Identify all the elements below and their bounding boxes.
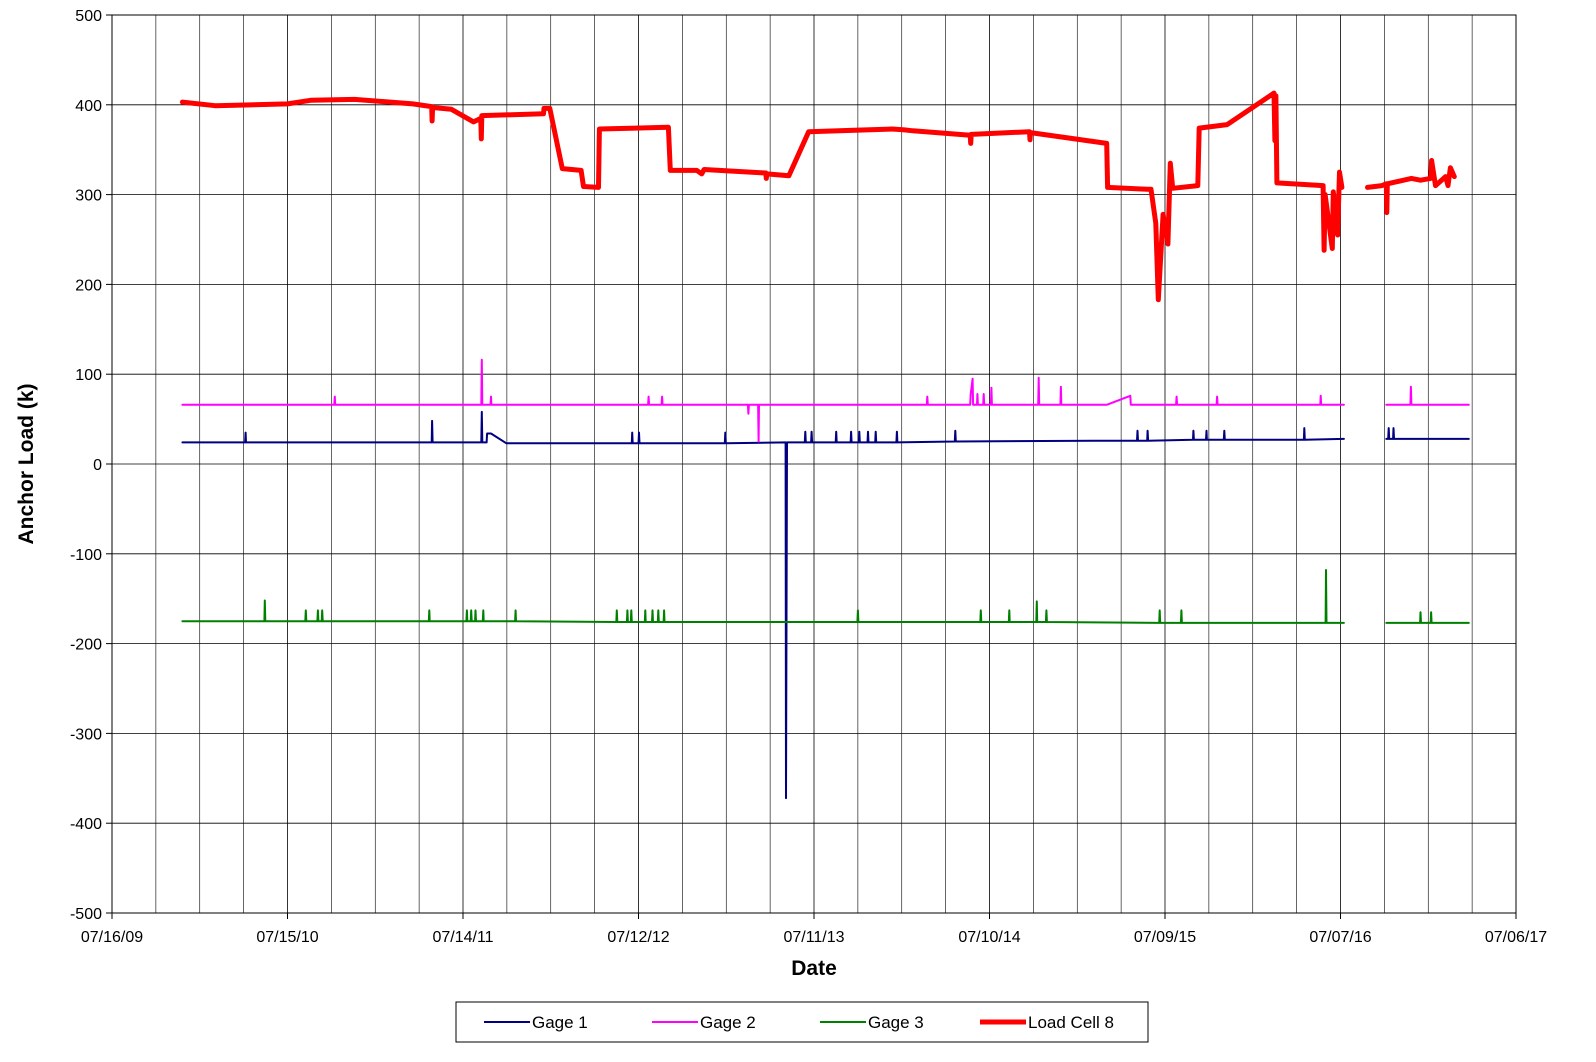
x-tick-label: 07/06/17 [1485,929,1547,946]
y-tick-label: 100 [75,367,102,384]
series-line-gage-1 [181,410,1345,800]
series-line-gage-1-segment-2 [1385,427,1470,440]
y-tick-label: 500 [75,8,102,25]
x-tick-label: 07/15/10 [256,929,318,946]
y-tick-label: 300 [75,188,102,205]
y-tick-label: -200 [70,637,102,654]
series-line-load-cell-8 [179,90,1345,303]
y-tick-label: -100 [70,547,102,564]
series-line-gage-2 [181,358,1345,443]
legend-label-gage-2: Gage 2 [700,1013,756,1032]
x-tick-label: 07/09/15 [1134,929,1196,946]
y-tick-label: 400 [75,98,102,115]
series-line-gage-2-segment-2 [1385,385,1470,406]
x-tick-label: 07/12/12 [607,929,669,946]
gridlines [112,15,1516,913]
y-tick-label: -300 [70,726,102,743]
y-tick-label: -500 [70,906,102,923]
x-tick-label: 07/14/11 [432,929,493,946]
legend-box [455,1001,1149,1043]
legend: Gage 1 Gage 2 Gage 3 Load Cell 8 [455,1001,1149,1043]
x-axis-title: Date [791,957,837,980]
series-layer [179,90,1470,800]
x-tick-label: 07/16/09 [81,929,143,946]
legend-label-load-cell-8: Load Cell 8 [1028,1013,1114,1032]
series-line-gage-3 [181,569,1345,624]
y-axis-title: Anchor Load (k) [15,384,38,545]
y-tick-label: 0 [93,457,102,474]
y-tick-label: 200 [75,277,102,294]
series-line-load-cell-8-segment-2 [1365,158,1457,216]
x-tick-label: 07/11/13 [783,929,844,946]
y-tick-label: -400 [70,816,102,833]
axis-ticks: 07/16/09 07/15/10 07/14/11 07/12/12 07/11/13… [70,8,1547,946]
x-tick-label: 07/07/16 [1309,929,1371,946]
legend-label-gage-3: Gage 3 [868,1013,924,1032]
x-tick-label: 07/10/14 [958,929,1020,946]
series-line-gage-3-segment-2 [1385,611,1470,624]
legend-label-gage-1: Gage 1 [532,1013,588,1032]
